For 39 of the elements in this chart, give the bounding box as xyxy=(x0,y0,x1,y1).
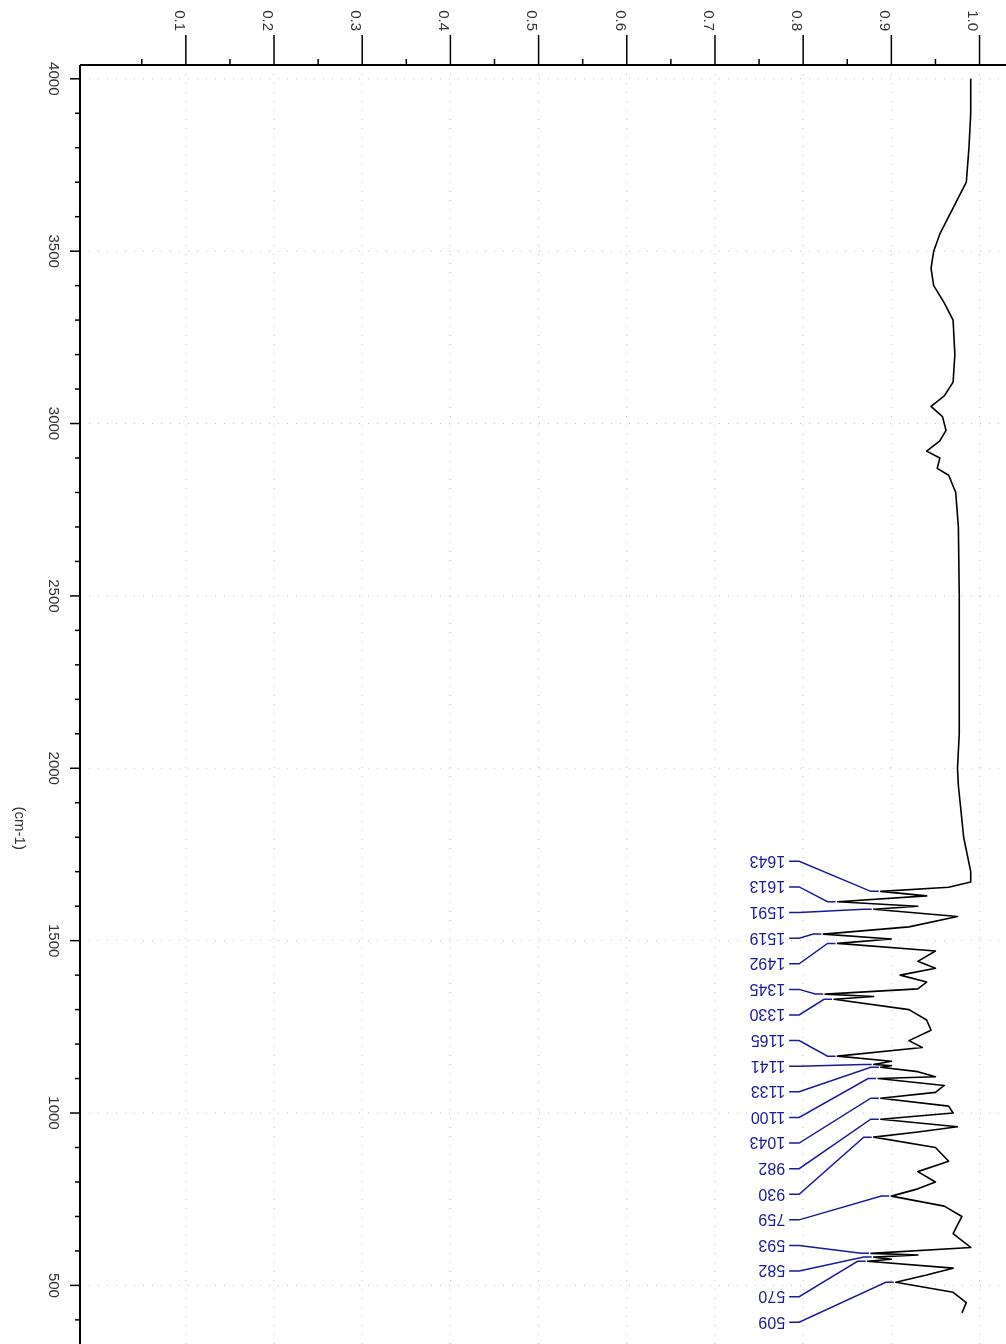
annotation: 982 xyxy=(758,1160,786,1178)
y-tick-label: 2500 xyxy=(45,579,63,613)
y-axis-title: (cm-1) xyxy=(11,806,29,850)
x-tick-label: 0.8 xyxy=(788,10,806,31)
annotation: 759 xyxy=(758,1211,786,1229)
x-tick-label: 0.3 xyxy=(347,10,365,31)
annotation: 582 xyxy=(758,1262,786,1280)
annotation: 1492 xyxy=(749,955,786,973)
y-tick-label: 3500 xyxy=(45,234,63,268)
annotation: 1133 xyxy=(750,1083,786,1101)
annotation: 1141 xyxy=(750,1057,786,1075)
annotation: 1519 xyxy=(749,929,786,947)
x-tick-label: 0.7 xyxy=(700,10,718,31)
x-tick-label: 0.2 xyxy=(259,10,277,31)
y-tick-label: 1000 xyxy=(45,1096,63,1130)
annotation: 509 xyxy=(758,1313,786,1331)
annotation: 1165 xyxy=(750,1032,786,1050)
x-tick-label: 1.0 xyxy=(965,10,983,31)
annotation: 570 xyxy=(758,1288,786,1306)
y-tick-label: 3000 xyxy=(45,406,63,441)
annotation: 1043 xyxy=(749,1134,786,1152)
y-tick-label: 4000 xyxy=(45,62,63,96)
annotation: 1613 xyxy=(749,878,786,896)
annotation: 930 xyxy=(758,1185,786,1203)
x-tick-label: 0.4 xyxy=(436,10,454,31)
x-tick-label: 0.5 xyxy=(524,10,542,31)
annotation: 1591 xyxy=(749,903,786,921)
y-tick-label: 2000 xyxy=(45,751,63,785)
y-tick-label: 1500 xyxy=(45,923,63,958)
annotation: 1643 xyxy=(749,852,786,870)
line-series xyxy=(822,77,972,1314)
annotation: 1345 xyxy=(749,980,786,998)
annotation: 593 xyxy=(758,1236,786,1254)
x-tick-label: 0.6 xyxy=(612,10,630,31)
y-tick-label: 500 xyxy=(45,1272,63,1298)
x-tick-label: 0.1 xyxy=(171,10,189,31)
x-tick-label: 0.9 xyxy=(877,10,895,31)
annotation: 1100 xyxy=(750,1108,786,1126)
annotation: 1330 xyxy=(749,1006,786,1024)
